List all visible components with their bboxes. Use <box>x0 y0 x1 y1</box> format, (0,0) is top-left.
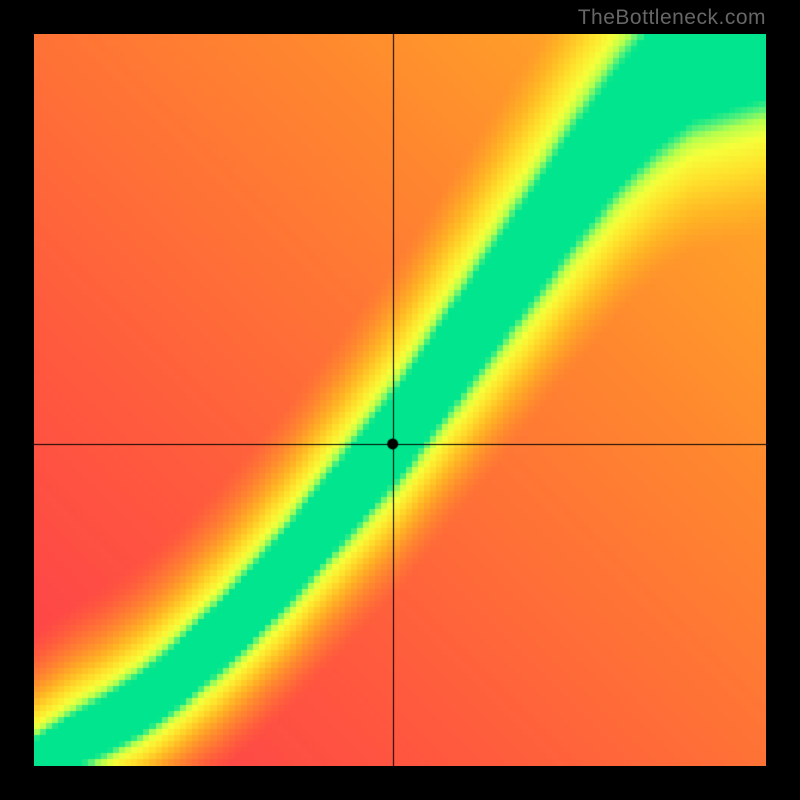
bottleneck-heatmap <box>34 34 766 766</box>
chart-frame: TheBottleneck.com <box>0 0 800 800</box>
watermark-text: TheBottleneck.com <box>578 6 766 30</box>
